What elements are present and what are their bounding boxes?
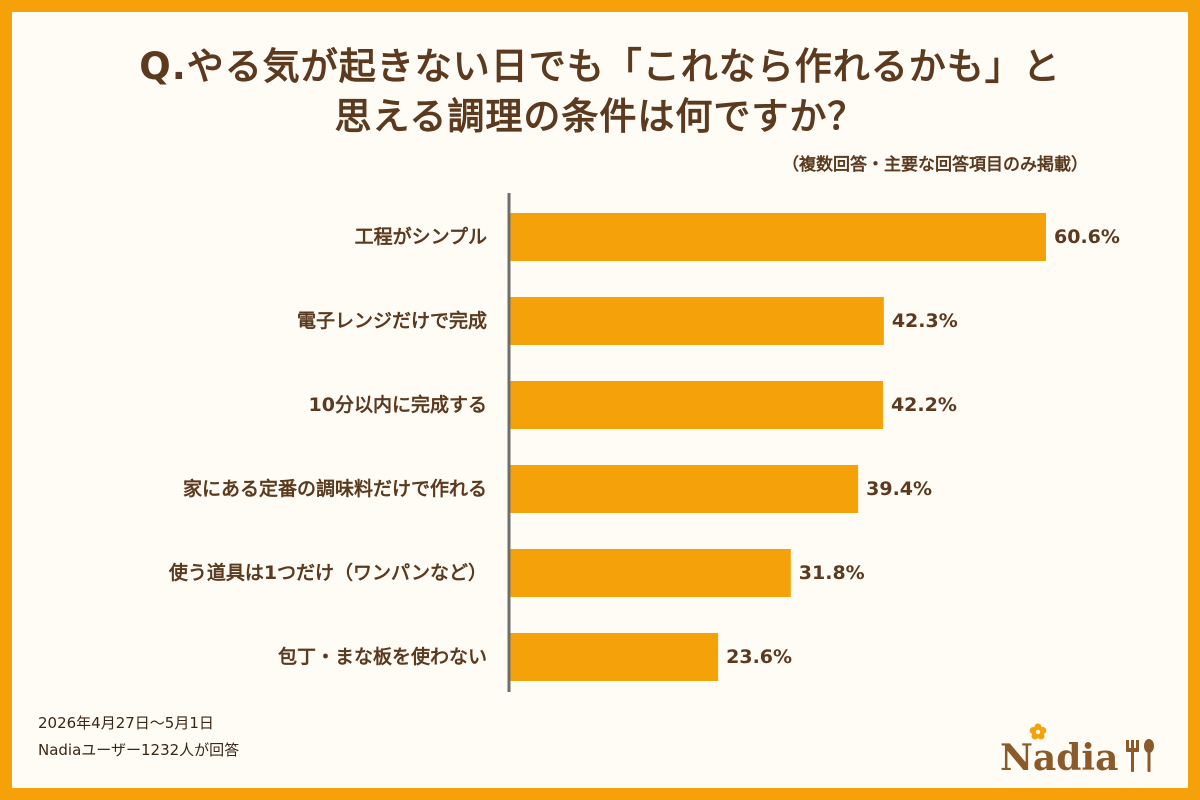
bar-0 (509, 213, 1046, 261)
category-label-0: 工程がシンプル (355, 225, 487, 248)
category-label-1: 電子レンジだけで完成 (297, 309, 487, 332)
bar-4 (509, 549, 791, 597)
fork-icon (1126, 740, 1139, 772)
nadia-logo: Nadia (1000, 723, 1154, 779)
title-line-1: Q.やる気が起きない日でも「これなら作れるかも」と (139, 45, 1061, 88)
bar-5 (509, 633, 719, 681)
bar-2 (509, 381, 883, 429)
title-line-2: 思える調理の条件は何ですか？ (334, 95, 866, 138)
survey-respondents: Nadiaユーザー1232人が回答 (38, 741, 240, 759)
value-label-2: 42.2% (891, 394, 957, 416)
flower-icon (1029, 723, 1047, 740)
category-label-5: 包丁・まな板を使わない (278, 645, 487, 668)
category-label-4: 使う道具は1つだけ（ワンパンなど） (168, 561, 487, 584)
value-label-4: 31.8% (799, 562, 865, 584)
bar-3 (509, 465, 859, 513)
chart-note: （複数回答・主要な回答項目のみ掲載） (782, 155, 1088, 175)
svg-text:Nadia: Nadia (1000, 737, 1118, 779)
survey-date: 2026年4月27日～5月1日 (38, 714, 214, 732)
category-label-3: 家にある定番の調味料だけで作れる (183, 477, 487, 500)
value-label-3: 39.4% (866, 478, 932, 500)
value-label-5: 23.6% (726, 646, 792, 668)
footer-info: 2026年4月27日～5月1日 Nadiaユーザー1232人が回答 (38, 710, 239, 764)
chart-title: Q.やる気が起きない日でも「これなら作れるかも」と 思える調理の条件は何ですか？ (0, 42, 1200, 142)
spoon-icon (1144, 739, 1154, 772)
category-label-2: 10分以内に完成する (309, 393, 487, 416)
value-label-1: 42.3% (892, 310, 958, 332)
value-label-0: 60.6% (1054, 226, 1120, 248)
bar-1 (509, 297, 884, 345)
